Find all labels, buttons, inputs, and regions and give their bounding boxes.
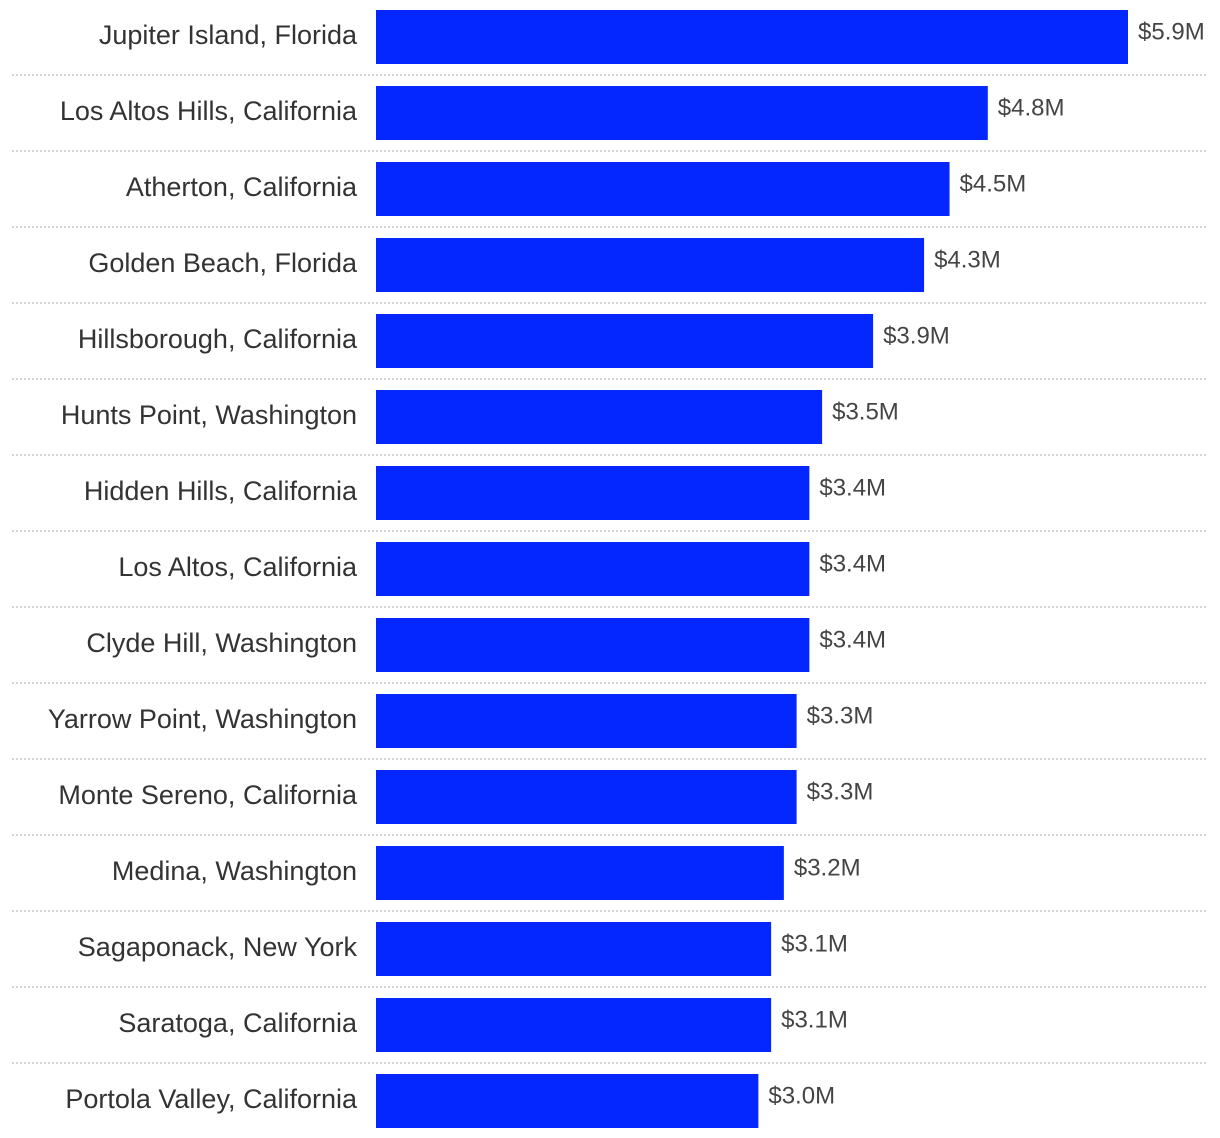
category-label: Portola Valley, California [65,1084,358,1114]
bar [376,390,823,444]
bar [376,694,797,748]
value-label: $3.5M [832,398,899,425]
category-label: Los Altos Hills, California [60,96,358,126]
value-label: $4.3M [934,246,1001,273]
category-label: Medina, Washington [112,856,357,886]
category-label: Jupiter Island, Florida [99,20,358,50]
bar [376,922,772,976]
value-label: $3.0M [768,1082,835,1109]
bar [376,846,784,900]
bar [376,10,1128,64]
value-label: $3.4M [819,474,886,501]
category-label: Hunts Point, Washington [61,400,357,430]
category-label: Los Altos, California [118,552,358,582]
category-label: Hidden Hills, California [84,476,358,506]
bar [376,162,950,216]
bar [376,998,772,1052]
category-label: Sagaponack, New York [78,932,358,962]
value-label: $5.9M [1138,18,1205,45]
bar [376,466,810,520]
category-label: Monte Sereno, California [58,780,358,810]
value-label: $3.2M [794,854,861,881]
value-label: $4.5M [960,170,1027,197]
value-label: $3.9M [883,322,950,349]
bar [376,770,797,824]
value-label: $3.3M [807,778,874,805]
category-label: Golden Beach, Florida [88,248,358,278]
bar [376,1074,759,1128]
bar [376,314,874,368]
value-label: $3.3M [807,702,874,729]
category-label: Hillsborough, California [78,324,358,354]
category-label: Saratoga, California [118,1008,358,1038]
category-label: Atherton, California [126,172,358,202]
bar [376,618,810,672]
bar [376,542,810,596]
bar [376,238,925,292]
category-label: Clyde Hill, Washington [86,628,357,658]
bar [376,86,988,140]
value-label: $3.4M [819,550,886,577]
value-label: $3.4M [819,626,886,653]
value-label: $3.1M [781,1006,848,1033]
value-label: $4.8M [998,94,1065,121]
category-label: Yarrow Point, Washington [48,704,357,734]
value-label: $3.1M [781,930,848,957]
